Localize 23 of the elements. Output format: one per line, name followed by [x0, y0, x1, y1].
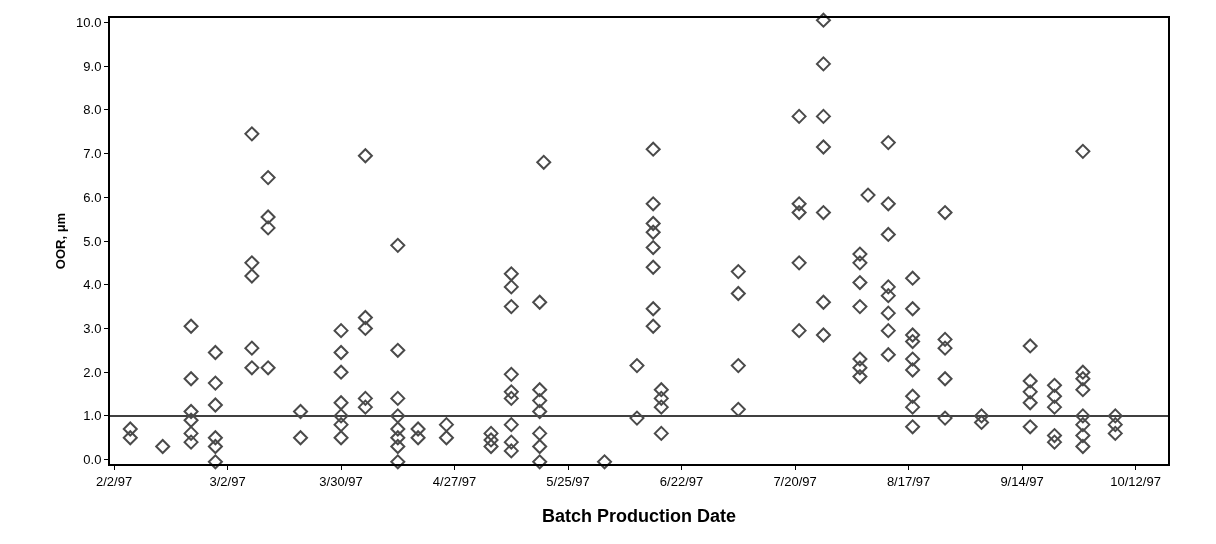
y-tick-label: 5.0 [83, 233, 102, 249]
x-tick-label: 8/17/97 [886, 473, 931, 489]
y-tick-label: 1.0 [83, 408, 102, 424]
y-tick-label: 8.0 [83, 102, 102, 118]
x-tick-label: 2/2/97 [95, 473, 133, 489]
y-tick-label: 0.0 [83, 452, 102, 468]
x-tick-label: 9/14/97 [1000, 473, 1044, 489]
y-tick-label: 10.0 [76, 14, 102, 30]
x-tick-label: 3/2/97 [209, 473, 246, 489]
x-tick-label: 7/20/97 [773, 473, 817, 489]
y-tick-label: 4.0 [83, 277, 102, 293]
x-tick-label: 4/27/97 [432, 473, 477, 489]
x-tick-label: 5/25/97 [546, 473, 590, 489]
y-tick-label: 3.0 [83, 321, 102, 336]
x-tick-label: 6/22/97 [659, 473, 704, 489]
y-tick-label: 9.0 [83, 58, 102, 74]
y-tick-label: 6.0 [83, 189, 102, 205]
x-tick-label: 3/30/97 [319, 473, 363, 489]
y-tick-label: 7.0 [83, 146, 102, 162]
y-tick-label: 2.0 [83, 364, 102, 380]
y-axis-title: OOR, μm [52, 212, 68, 270]
x-axis-title: Batch Production Date [541, 506, 737, 527]
x-tick-label: 10/12/97 [1110, 473, 1161, 489]
